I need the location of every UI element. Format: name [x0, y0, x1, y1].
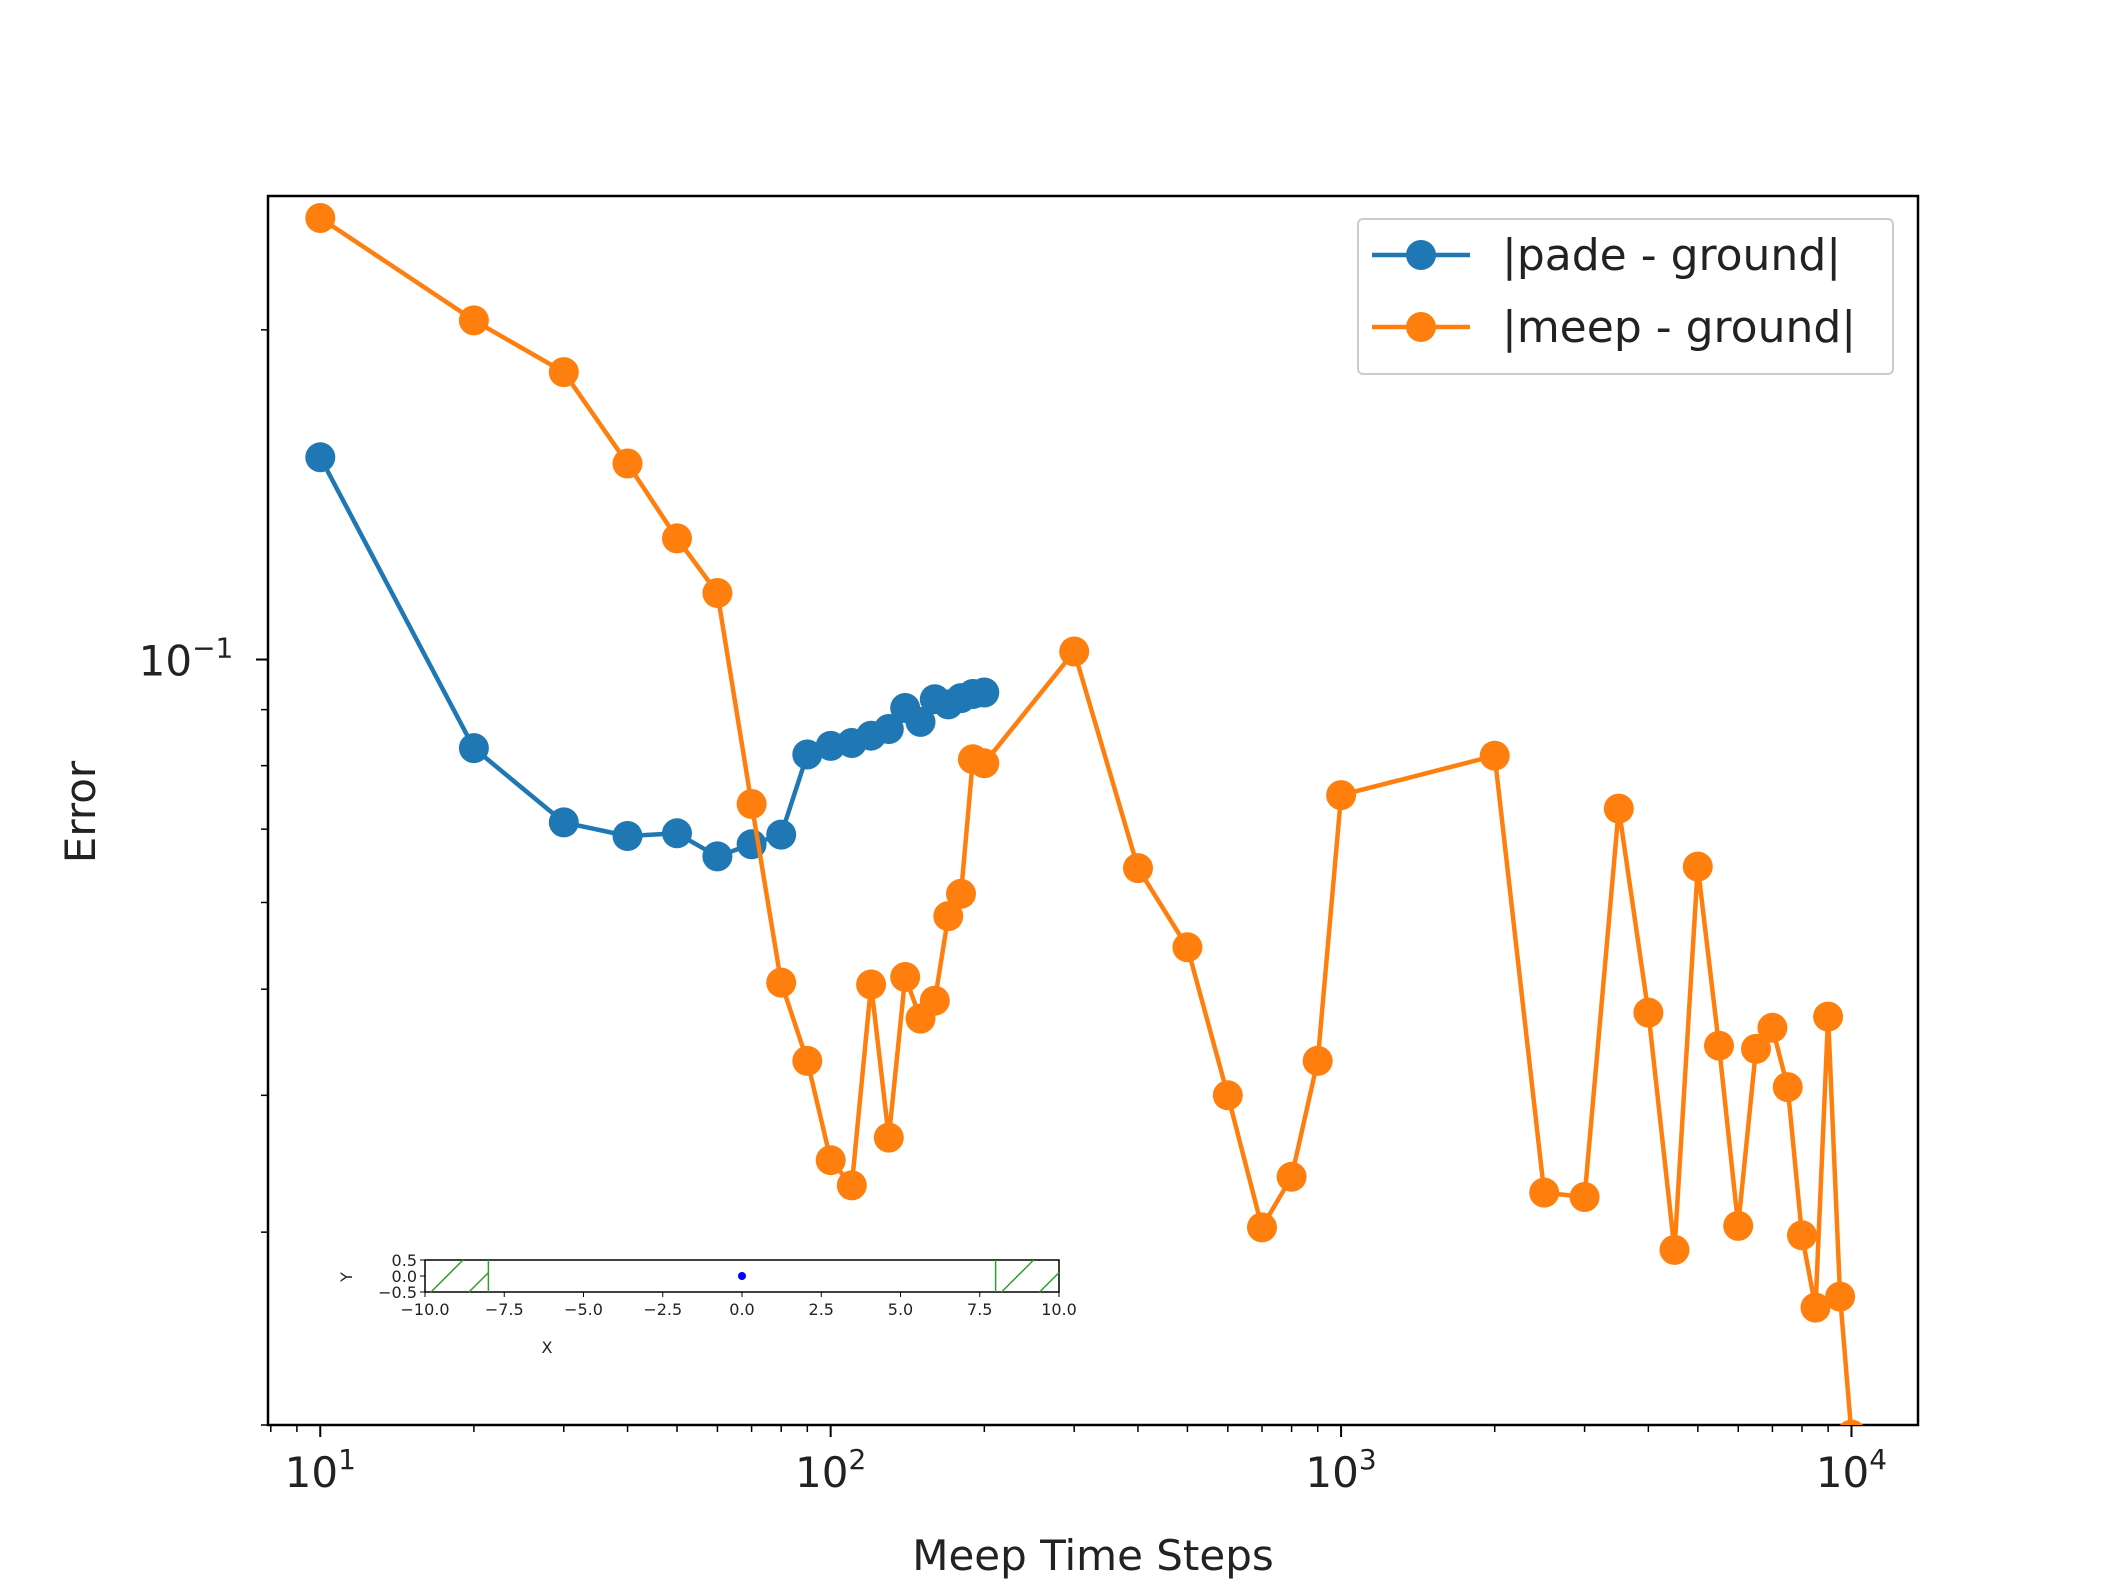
- data-point: [612, 448, 643, 479]
- data-point: [1123, 853, 1153, 884]
- data-point: [1723, 1210, 1754, 1241]
- data-point: [905, 706, 936, 737]
- series-meep: [305, 203, 1864, 1425]
- inset-y-axis-label: Y: [337, 1272, 356, 1283]
- inset-geometry-plot: −10.0 −7.5 −5.0 −2.5 0.0 2.5 5.0 7.5 10.00.50.0−…: [337, 1251, 1077, 1357]
- inset-y-tick-label: 0.0: [392, 1267, 417, 1286]
- inset-x-tick-label: −2.5: [643, 1300, 682, 1319]
- pml-hatch: [430, 1259, 464, 1293]
- x-axis-label: Meep Time Steps: [912, 1531, 1274, 1580]
- data-point: [1633, 997, 1664, 1028]
- data-point: [1682, 851, 1713, 882]
- data-point: [766, 819, 797, 850]
- inset-x-axis-label: X: [542, 1338, 553, 1357]
- data-point: [612, 821, 643, 851]
- data-point: [1603, 793, 1634, 824]
- data-point: [548, 807, 579, 838]
- inset-x-tick-label: −5.0: [564, 1300, 603, 1319]
- pml-region-left: [430, 1259, 490, 1293]
- data-point: [946, 878, 976, 909]
- data-point: [662, 818, 692, 849]
- data-point: [873, 714, 904, 744]
- data-point: [1659, 1234, 1690, 1265]
- inset-x-tick-label: 0.0: [729, 1300, 754, 1319]
- pml-region-right: [994, 1259, 1060, 1293]
- inset-y-tick-label: 0.5: [392, 1251, 417, 1270]
- legend-box: [1357, 218, 1894, 375]
- data-point: [1704, 1030, 1734, 1061]
- data-point: [458, 733, 489, 764]
- data-point: [1787, 1220, 1817, 1251]
- legend-marker-meep: [1406, 312, 1436, 342]
- y-axis-label: Error: [56, 760, 105, 863]
- pml-hatch: [1001, 1259, 1035, 1293]
- inset-x-tick-label: 2.5: [809, 1300, 834, 1319]
- data-point: [919, 985, 950, 1016]
- data-point: [1059, 636, 1090, 667]
- data-point: [815, 1145, 846, 1176]
- data-point: [305, 203, 336, 233]
- data-point: [1757, 1012, 1788, 1043]
- series-pade: [305, 442, 1000, 872]
- data-point: [1772, 1072, 1803, 1103]
- source-point: [738, 1272, 746, 1280]
- x-tick-label: 101: [285, 1443, 356, 1497]
- x-tick-label: 102: [795, 1443, 866, 1497]
- data-point: [836, 1170, 867, 1201]
- data-point: [1800, 1292, 1831, 1323]
- axis-ticks: 101 102 103 104 10−1: [139, 329, 1887, 1497]
- data-point: [1839, 1419, 1864, 1425]
- data-point: [1529, 1177, 1560, 1208]
- legend: |pade - ground| |meep - ground|: [1357, 218, 1894, 375]
- data-point: [969, 748, 1000, 779]
- inset-x-tick-label: −7.5: [485, 1300, 524, 1319]
- data-point: [792, 739, 823, 770]
- data-point: [702, 578, 733, 608]
- data-point: [1825, 1281, 1856, 1312]
- series-layer: [305, 203, 1864, 1425]
- data-point: [1276, 1161, 1307, 1192]
- x-tick-label: 104: [1816, 1443, 1887, 1497]
- inset-content: −10.0 −7.5 −5.0 −2.5 0.0 2.5 5.0 7.5 10.00.50.0−…: [378, 1251, 1077, 1319]
- data-point: [1212, 1080, 1243, 1111]
- data-point: [890, 962, 921, 992]
- data-point: [702, 841, 733, 872]
- data-point: [1813, 1001, 1844, 1032]
- data-point: [736, 789, 767, 819]
- inset-x-tick-label: 5.0: [888, 1300, 913, 1319]
- data-point: [1741, 1033, 1771, 1064]
- data-point: [969, 677, 1000, 708]
- data-point: [1247, 1212, 1277, 1243]
- inset-x-tick-label: 7.5: [967, 1300, 992, 1319]
- legend-label-meep: |meep - ground|: [1502, 302, 1856, 353]
- x-tick-label: 103: [1305, 1443, 1376, 1497]
- data-point: [933, 901, 964, 932]
- inset-x-tick-label: 10.0: [1041, 1300, 1077, 1319]
- legend-marker-pade: [1406, 240, 1436, 270]
- data-point: [662, 523, 692, 554]
- y-tick-label: 10−1: [139, 632, 234, 686]
- data-point: [548, 357, 579, 388]
- data-point: [1326, 780, 1357, 811]
- data-point: [1172, 932, 1203, 963]
- pml-hatch: [1039, 1272, 1060, 1293]
- data-point: [305, 442, 336, 473]
- data-point: [766, 967, 797, 998]
- legend-label-pade: |pade - ground|: [1502, 230, 1841, 281]
- inset-x-tick-label: −10.0: [400, 1300, 449, 1319]
- pml-hatch: [468, 1272, 489, 1293]
- data-point: [458, 305, 489, 336]
- data-point: [856, 969, 887, 1000]
- data-point: [1302, 1045, 1333, 1076]
- data-point: [1569, 1182, 1600, 1212]
- data-point: [792, 1045, 823, 1076]
- plot-area: [266, 194, 1920, 1427]
- inset-y-tick-label: −0.5: [378, 1283, 417, 1302]
- data-point: [1479, 740, 1510, 771]
- data-point: [873, 1122, 904, 1153]
